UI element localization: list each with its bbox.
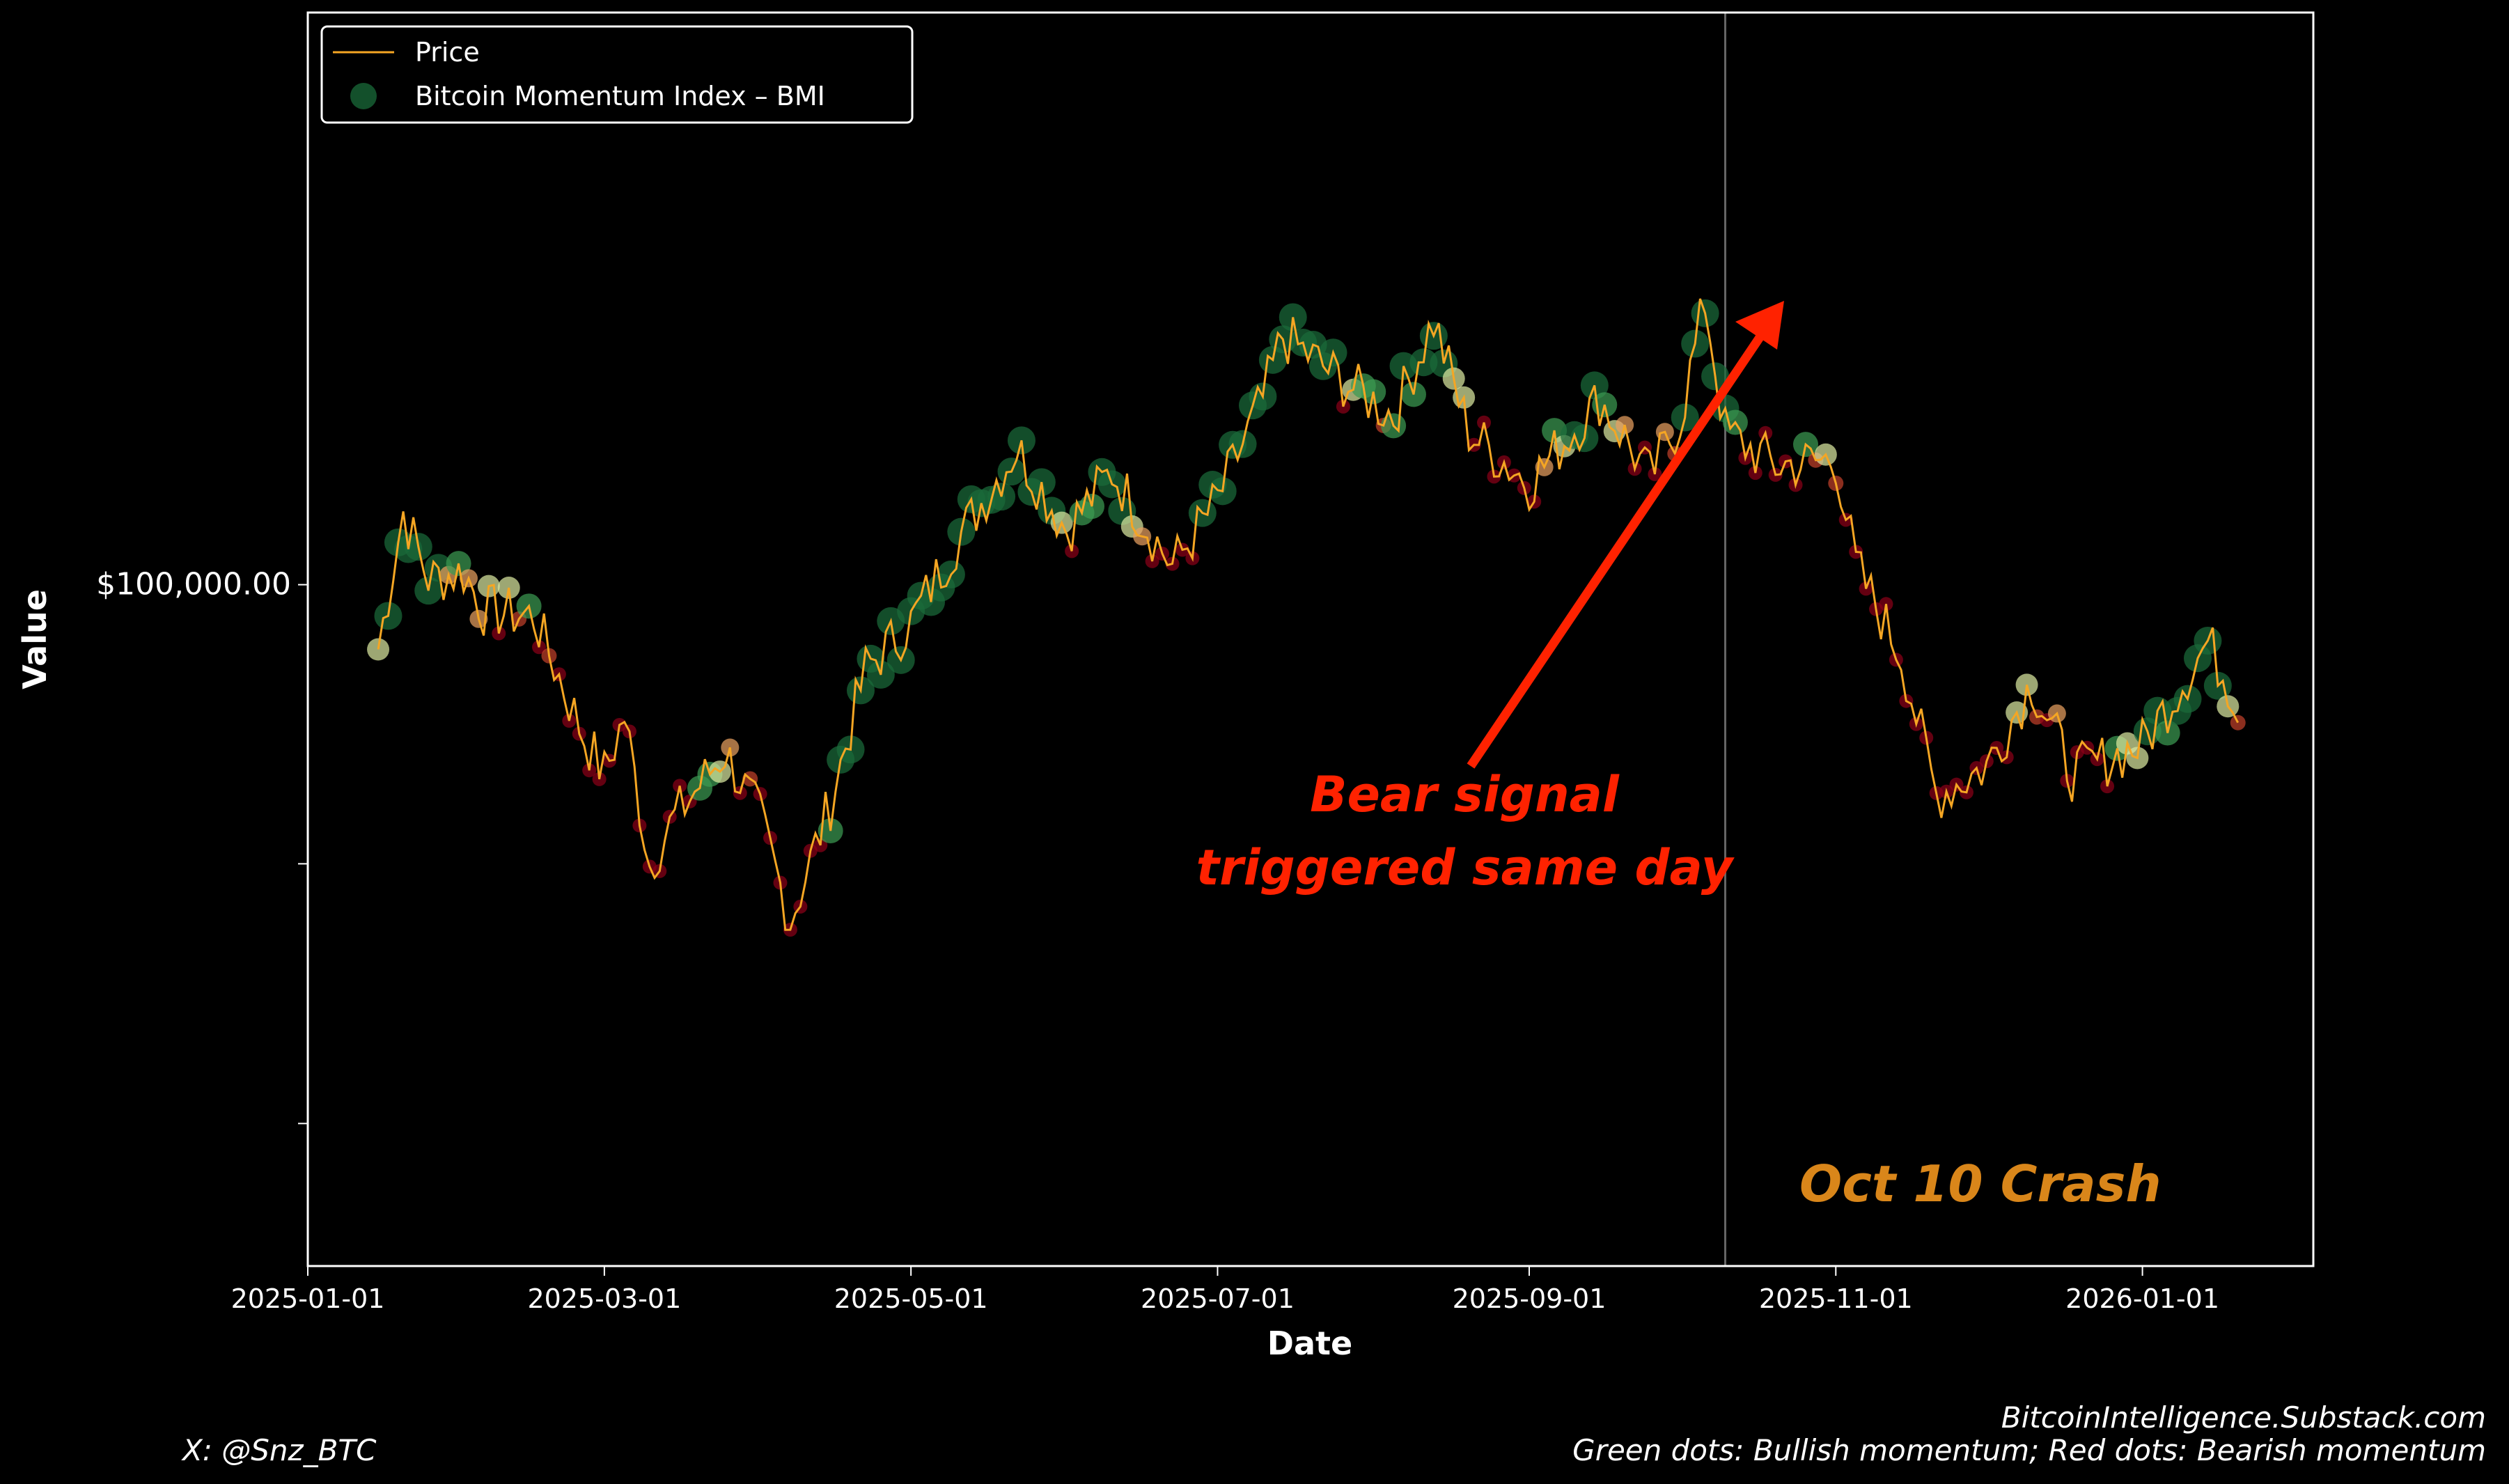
- annotation-line-1: Bear signal: [1310, 766, 1620, 823]
- plot-area: [367, 13, 2246, 1266]
- legend: Price Bitcoin Momentum Index – BMI: [320, 25, 914, 124]
- annotation-line-2: triggered same day: [1196, 839, 1735, 896]
- legend-bmi-label: Bitcoin Momentum Index – BMI: [415, 81, 825, 111]
- price-line: [377, 298, 2240, 931]
- legend-bmi-dot-swatch: [350, 83, 377, 109]
- crash-label: Oct 10 Crash: [1799, 1155, 2162, 1213]
- x-tick-label: 2025-05-01: [834, 1283, 988, 1314]
- bear-signal-annotation: Bear signal triggered same day: [1196, 301, 1784, 896]
- footer-site: BitcoinIntelligence.Substack.com: [2001, 1400, 2486, 1435]
- x-tick-group: 2025-01-01 2025-03-01 2025-05-01 2025-07-01…: [231, 1266, 2219, 1314]
- x-tick-label: 2025-11-01: [1759, 1283, 1913, 1314]
- annotation-arrow-head: [1735, 301, 1784, 350]
- plot-frame: [306, 11, 2315, 1267]
- y-axis-label: Value: [16, 589, 54, 689]
- x-tick-label: 2026-01-01: [2065, 1283, 2219, 1314]
- x-tick-label: 2025-09-01: [1453, 1283, 1607, 1314]
- x-tick-label: 2025-03-01: [527, 1283, 681, 1314]
- x-tick-label: 2025-07-01: [1141, 1283, 1295, 1314]
- x-tick-label: 2025-01-01: [231, 1283, 385, 1314]
- legend-box: [320, 25, 914, 124]
- bmi-dot: [2230, 714, 2246, 731]
- y-tick-group: $100,000.00: [96, 567, 308, 1125]
- y-tick-label: $100,000.00: [96, 567, 291, 602]
- legend-price-label: Price: [415, 37, 480, 68]
- footer-handle: X: @Snz_BTC: [181, 1433, 377, 1467]
- x-axis-label: Date: [1267, 1325, 1352, 1362]
- annotation-arrow-shaft: [1467, 331, 1766, 769]
- footer-legend-note: Green dots: Bullish momentum; Red dots: …: [1572, 1433, 2486, 1467]
- bmi-dot: [367, 638, 390, 661]
